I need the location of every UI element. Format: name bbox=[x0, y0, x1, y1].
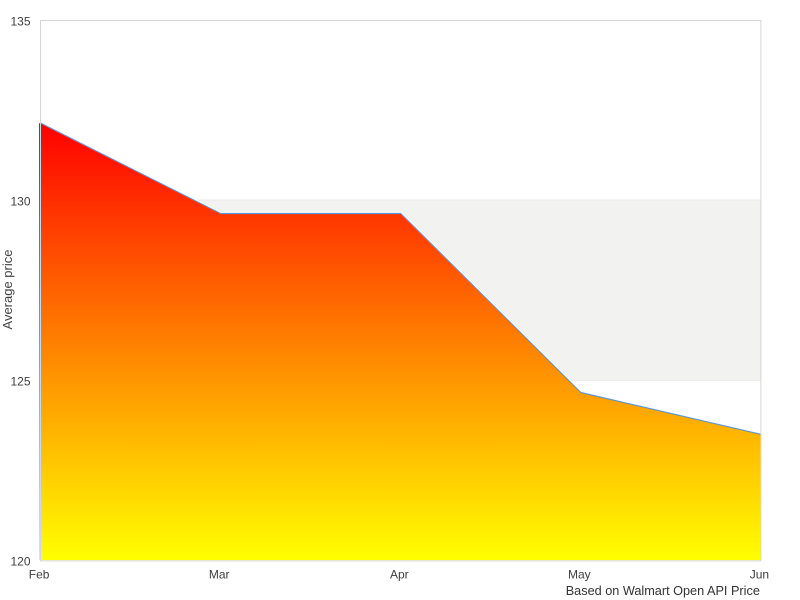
svg-text:Based on Walmart Open API Pric: Based on Walmart Open API Price bbox=[566, 584, 760, 598]
svg-text:May: May bbox=[568, 567, 591, 581]
svg-text:Average price: Average price bbox=[0, 250, 15, 330]
svg-text:Jun: Jun bbox=[750, 567, 769, 581]
svg-text:120: 120 bbox=[10, 554, 30, 568]
svg-text:Feb: Feb bbox=[29, 567, 50, 581]
svg-text:130: 130 bbox=[10, 194, 30, 208]
svg-text:Mar: Mar bbox=[209, 567, 230, 581]
svg-text:Apr: Apr bbox=[390, 567, 409, 581]
svg-text:135: 135 bbox=[10, 14, 30, 28]
svg-text:125: 125 bbox=[10, 374, 30, 388]
